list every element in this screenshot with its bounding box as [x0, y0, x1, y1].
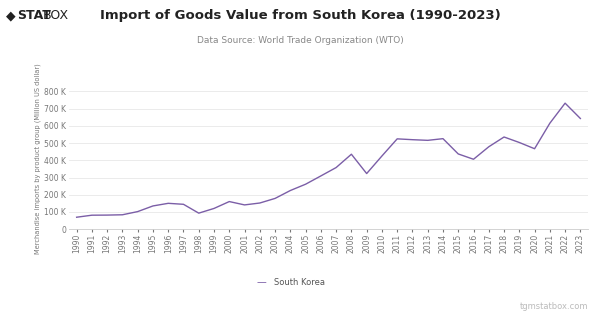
- Text: Import of Goods Value from South Korea (1990-2023): Import of Goods Value from South Korea (…: [100, 9, 500, 22]
- Text: South Korea: South Korea: [275, 278, 325, 287]
- Text: —: —: [256, 277, 266, 287]
- Text: Data Source: World Trade Organization (WTO): Data Source: World Trade Organization (W…: [197, 36, 403, 45]
- Text: STAT: STAT: [17, 9, 50, 22]
- Text: ◆: ◆: [6, 9, 16, 22]
- Y-axis label: Merchandise imports by product group (Million US dollar): Merchandise imports by product group (Mi…: [35, 63, 41, 254]
- Text: BOX: BOX: [43, 9, 70, 22]
- Text: tgmstatbox.com: tgmstatbox.com: [520, 302, 588, 311]
